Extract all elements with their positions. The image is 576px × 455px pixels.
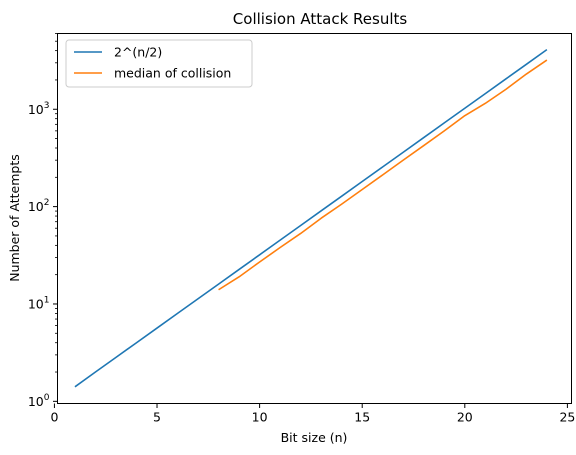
y-tick-label: 102 (28, 198, 50, 214)
x-tick-label: 20 (457, 410, 473, 425)
x-axis-title: Bit size (n) (281, 430, 348, 445)
plot-frame (57, 33, 572, 404)
x-tick-label: 0 (50, 410, 58, 425)
x-axis: 0 5 10 15 20 25 (50, 403, 575, 425)
x-tick-label: 10 (252, 410, 268, 425)
chart-title: Collision Attack Results (233, 10, 408, 28)
y-axis-title: Number of Attempts (7, 154, 22, 282)
legend-label-2n2: 2^(n/2) (114, 45, 162, 60)
legend-box (65, 39, 253, 88)
x-tick-label: 25 (559, 410, 575, 425)
legend-label-median: median of collision (114, 66, 231, 81)
legend: 2^(n/2) median of collision (65, 39, 253, 88)
y-axis: 100 101 102 103 (28, 33, 58, 409)
series-line-0 (74, 48, 548, 388)
series-layer (74, 48, 548, 388)
series-line-1 (218, 59, 548, 291)
y-tick-label: 103 (28, 101, 50, 117)
x-tick-label: 15 (354, 410, 370, 425)
y-tick-label: 101 (28, 295, 50, 311)
x-tick-label: 5 (153, 410, 161, 425)
y-tick-label: 100 (28, 393, 50, 409)
